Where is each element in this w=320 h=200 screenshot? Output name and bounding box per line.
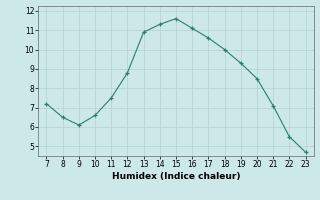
X-axis label: Humidex (Indice chaleur): Humidex (Indice chaleur) [112,172,240,181]
